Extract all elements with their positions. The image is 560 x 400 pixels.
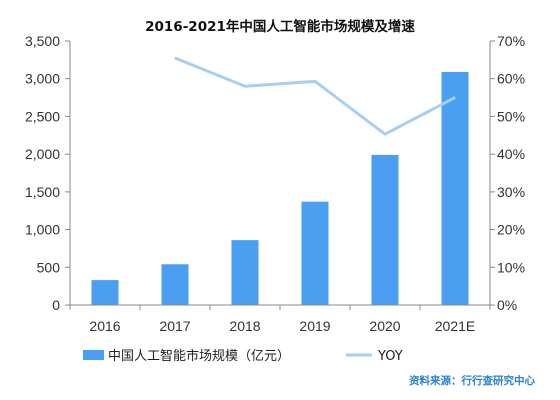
y-right-tick-label: 10%	[497, 259, 525, 275]
x-tick-label: 2016	[89, 318, 120, 334]
bar-2019	[301, 201, 329, 305]
bar-2021E	[441, 71, 469, 305]
legend: 中国人工智能市场规模（亿元） YOY	[83, 348, 403, 364]
y-right-tick-label: 40%	[497, 146, 525, 162]
x-tick-label: 2020	[369, 318, 400, 334]
chart-title: 2016-2021年中国人工智能市场规模及增速	[145, 18, 415, 35]
y-left-tick-label: 2,500	[25, 108, 60, 124]
bar-2020	[371, 154, 399, 305]
yoy-point-2018	[244, 85, 246, 87]
x-tick-label: 2021E	[435, 318, 475, 334]
yoy-point-2017	[174, 57, 176, 59]
legend-line-label: YOY	[377, 349, 403, 364]
y-left-tick-label: 0	[52, 297, 60, 313]
x-tick-label: 2017	[159, 318, 190, 334]
legend-bar-swatch	[83, 350, 104, 360]
yoy-point-2020	[384, 133, 386, 135]
y-right-tick-label: 60%	[497, 71, 525, 87]
y-left-tick-label: 3,000	[25, 71, 60, 87]
y-right-tick-label: 70%	[497, 33, 525, 49]
bar-2016	[91, 280, 119, 305]
x-tick-label: 2018	[229, 318, 260, 334]
legend-bar-label: 中国人工智能市场规模（亿元）	[108, 348, 290, 364]
y-left-tick-label: 3,500	[25, 33, 60, 49]
source-note: 资料来源：行行查研究中心	[409, 374, 535, 387]
plot-area: 0 500 1,000 1,500 2,000 2,500 3,000 3,500 0% 10% 2…	[25, 33, 525, 334]
y-right-tick-label: 0%	[497, 297, 517, 313]
yoy-line	[174, 56, 456, 136]
y-right-tick-label: 50%	[497, 108, 525, 124]
y-left-tick-label: 1,500	[25, 184, 60, 200]
yoy-point-2021E	[454, 97, 456, 99]
x-tick-label: 2019	[299, 318, 330, 334]
yoy-point-2019	[314, 80, 316, 82]
y-left-tick-label: 500	[37, 259, 61, 275]
y-left-tick-label: 1,000	[25, 222, 60, 238]
bar-2017	[161, 264, 189, 305]
y-left-tick-label: 2,000	[25, 146, 60, 162]
y-right-tick-label: 20%	[497, 222, 525, 238]
y-right-tick-label: 30%	[497, 184, 525, 200]
bar-2018	[231, 240, 259, 305]
